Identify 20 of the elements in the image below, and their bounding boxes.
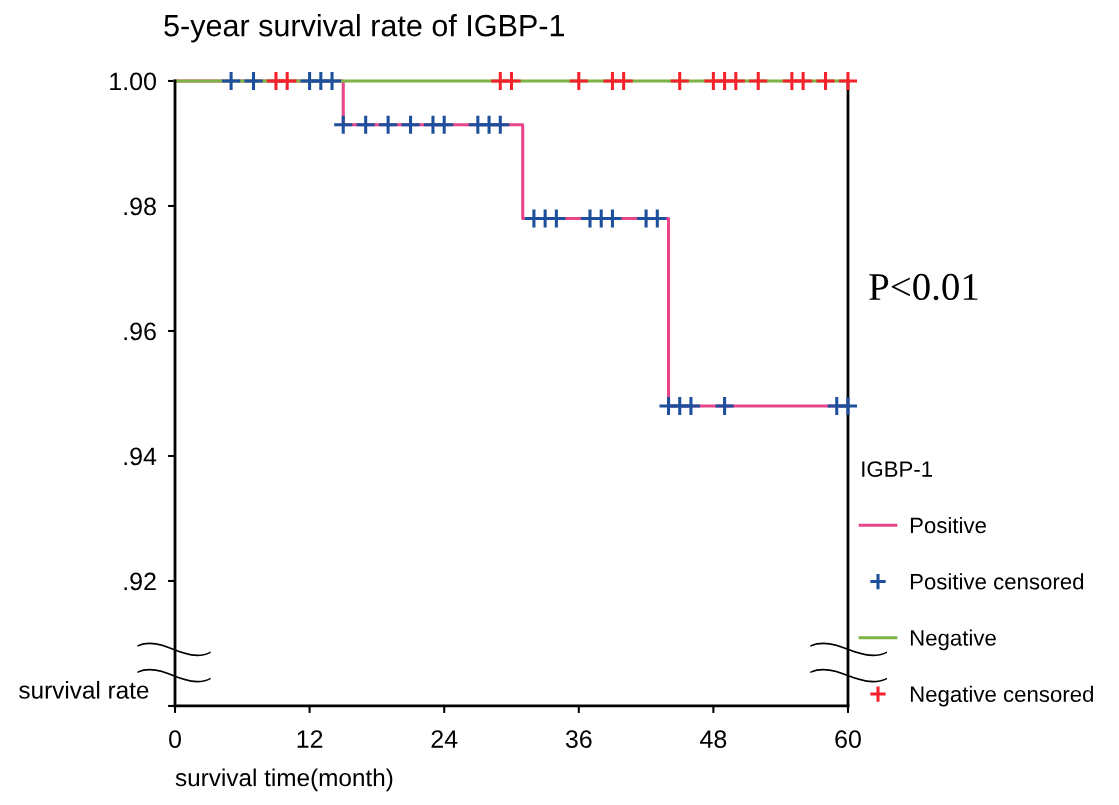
- legend-title: IGBP-1: [862, 461, 933, 477]
- legend-label: Positive censored: [910, 573, 1084, 590]
- x-axis-title: survival time(month): [175, 768, 393, 792]
- x-tick-label: 24: [431, 730, 458, 748]
- x-tick-label: 48: [700, 730, 727, 748]
- legend-label: Negative: [910, 629, 996, 651]
- y-tick-label: .98: [124, 197, 156, 216]
- x-tick-label: 12: [297, 730, 323, 748]
- legend-label: Positive: [910, 516, 986, 534]
- y-tick-label: .94: [124, 447, 157, 466]
- y-tick-label: .96: [124, 322, 156, 341]
- chart-title: 5-year survival rate of IGBP-1: [164, 14, 565, 43]
- x-tick-label: 0: [169, 730, 181, 748]
- x-tick-label: 36: [565, 730, 592, 748]
- text: P<0.01: [869, 273, 978, 301]
- y-tick-label: .92: [124, 572, 156, 591]
- y-tick-label: 1.00: [110, 72, 156, 91]
- y-axis-title: survival rate: [19, 680, 149, 699]
- x-tick-label: 60: [835, 730, 861, 748]
- legend-label: Negative censored: [910, 685, 1093, 707]
